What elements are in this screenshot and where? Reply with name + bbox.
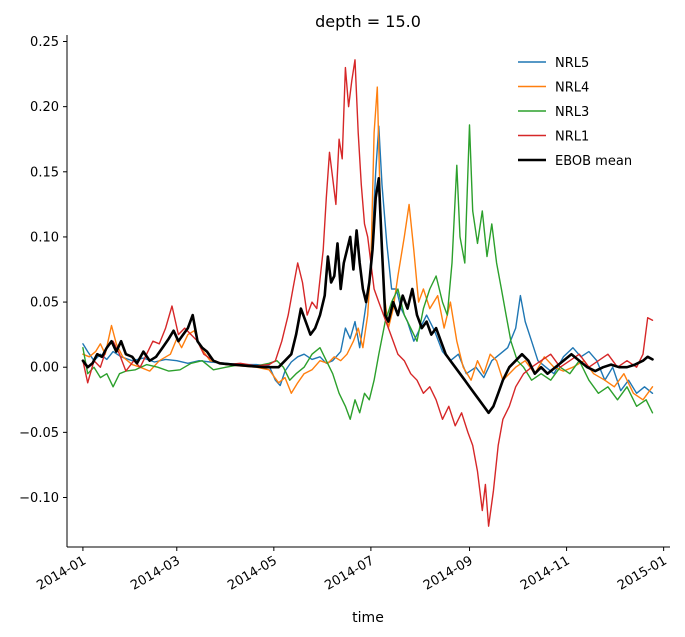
y-tick-label: −0.05 bbox=[19, 426, 59, 441]
y-tick-label: 0.00 bbox=[30, 361, 59, 376]
y-tick-label: 0.15 bbox=[30, 165, 59, 180]
x-tick-label: 2014-07 bbox=[322, 553, 377, 593]
y-tick-label: 0.10 bbox=[30, 230, 59, 245]
x-tick-label: 2014-01 bbox=[34, 553, 89, 593]
y-tick-label: −0.10 bbox=[19, 491, 59, 506]
x-axis-title: time bbox=[352, 610, 384, 626]
y-tick-label: 0.05 bbox=[30, 296, 59, 311]
y-tick-label: 0.25 bbox=[30, 35, 59, 50]
series-line-ebob-mean bbox=[81, 177, 654, 415]
x-tick-label: 2014-09 bbox=[421, 553, 476, 593]
chart-title: depth = 15.0 bbox=[315, 12, 421, 31]
legend-label: NRL4 bbox=[555, 81, 589, 96]
legend-label: NRL3 bbox=[555, 105, 589, 120]
y-tick-label: 0.20 bbox=[30, 100, 59, 115]
series-layer bbox=[81, 59, 654, 527]
legend-label: NRL5 bbox=[555, 56, 589, 71]
x-tick-label: 2014-05 bbox=[225, 553, 280, 593]
series-line-nrl3 bbox=[82, 124, 654, 420]
x-tick-label: 2014-03 bbox=[128, 553, 183, 593]
legend-label: NRL1 bbox=[555, 130, 589, 145]
legend: NRL5 NRL4 NRL3 NRL1 EBOB mean bbox=[518, 56, 632, 169]
legend-label: EBOB mean bbox=[555, 154, 632, 169]
x-tick-label: 2015-01 bbox=[615, 553, 670, 593]
x-tick-label: 2014-11 bbox=[518, 553, 573, 593]
series-line-nrl1 bbox=[82, 59, 654, 527]
